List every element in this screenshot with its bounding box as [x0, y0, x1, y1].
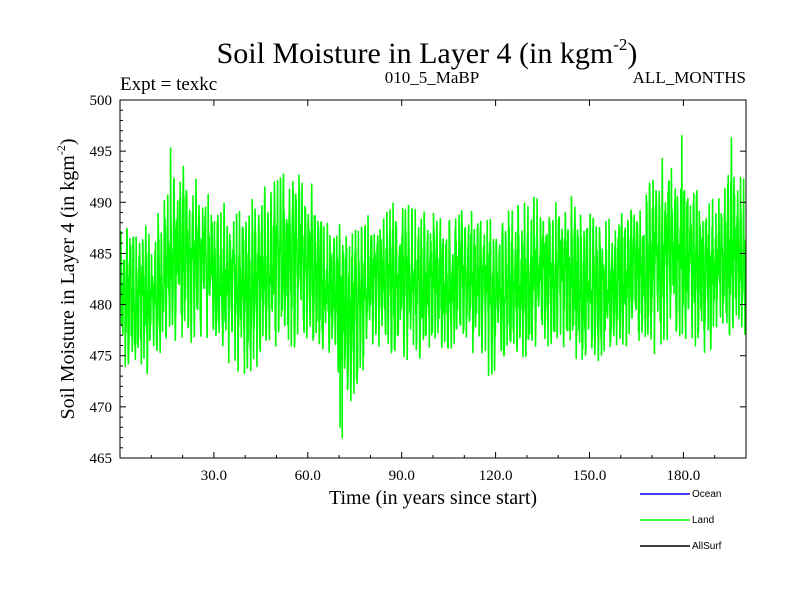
y-tick-label: 500	[90, 93, 113, 109]
y-axis-label-main: Soil Moisture in Layer 4 (in kgm	[57, 155, 79, 420]
chart-title-main: Soil Moisture in Layer 4 (in kgm	[217, 37, 614, 70]
y-tick-label: 475	[90, 349, 113, 365]
y-axis-label: Soil Moisture in Layer 4 (in kgm-2)	[54, 138, 79, 419]
y-tick-label: 495	[90, 144, 113, 160]
chart-title: Soil Moisture in Layer 4 (in kgm-2)	[217, 35, 638, 70]
subtitle-period: 010_5_MaBP	[385, 68, 479, 87]
chart-title-superscript: -2	[613, 35, 627, 54]
chart-title-close: )	[627, 37, 637, 70]
y-axis-label-close: )	[57, 138, 79, 145]
x-tick-label: 90.0	[389, 468, 415, 484]
subtitle-months: ALL_MONTHS	[633, 68, 746, 87]
x-tick-label: 60.0	[295, 468, 321, 484]
subtitle-experiment: Expt = texkc	[120, 74, 217, 95]
y-tick-label: 490	[90, 195, 113, 211]
y-tick-label: 465	[90, 451, 113, 467]
x-tick-label: 150.0	[573, 468, 607, 484]
y-tick-label: 480	[90, 298, 113, 314]
y-tick-label: 485	[90, 246, 113, 262]
x-axis-label: Time (in years since start)	[329, 487, 537, 509]
legend-label-land: Land	[692, 515, 714, 526]
x-tick-label: 30.0	[201, 468, 227, 484]
x-tick-label: 180.0	[667, 468, 701, 484]
legend: Ocean Land AllSurf	[640, 489, 722, 552]
legend-label-ocean: Ocean	[692, 489, 721, 500]
y-tick-label: 470	[90, 400, 113, 416]
y-axis-label-superscript: -2	[54, 145, 68, 155]
x-tick-label: 120.0	[479, 468, 513, 484]
series-line-land	[120, 135, 746, 439]
legend-label-allsurf: AllSurf	[692, 541, 722, 552]
